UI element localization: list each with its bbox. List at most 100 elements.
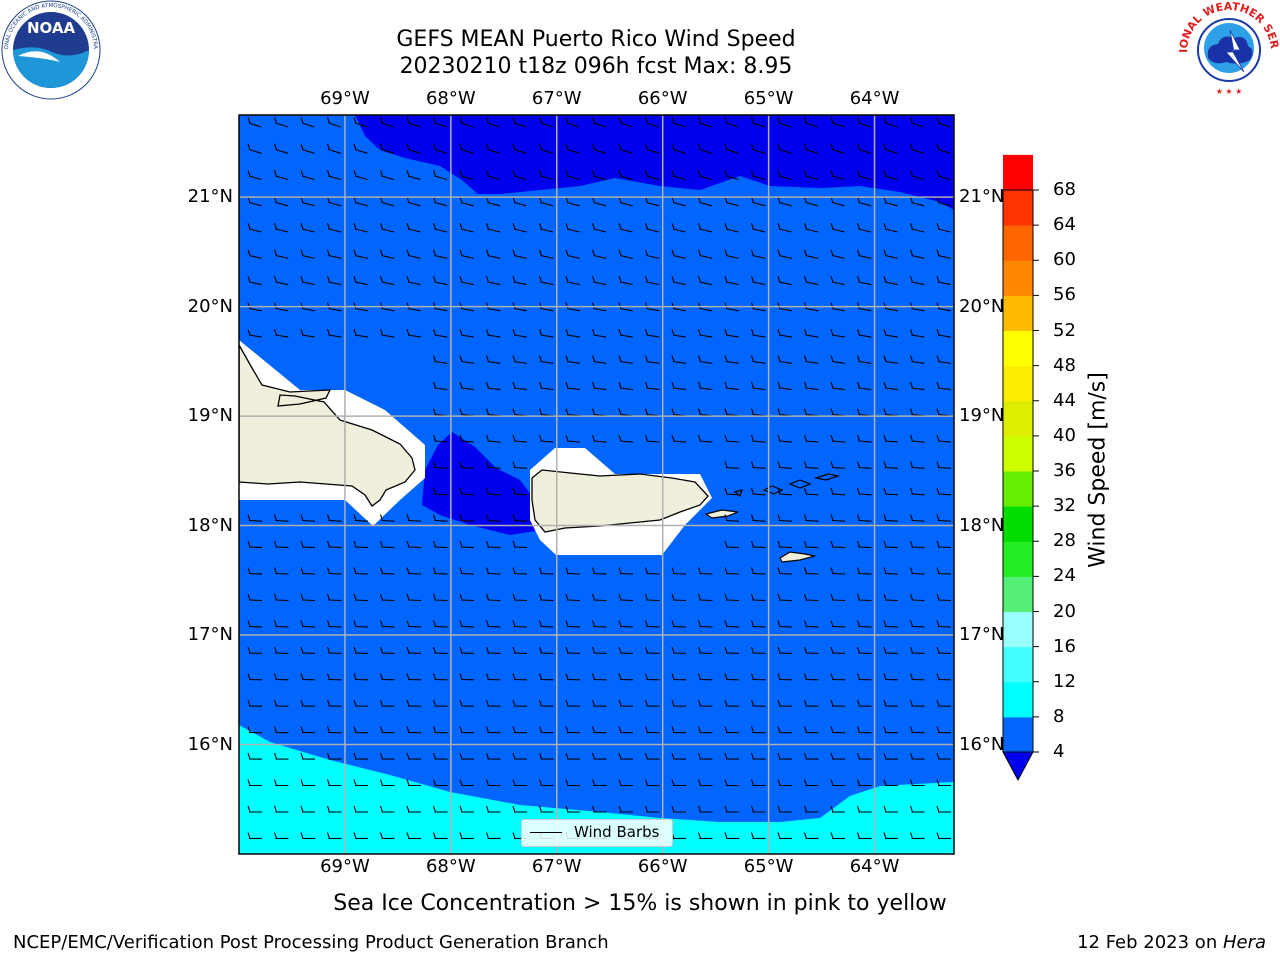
wind-barb bbox=[459, 355, 474, 364]
wind-barb bbox=[803, 514, 819, 522]
wind-barb bbox=[353, 514, 369, 522]
wind-barb bbox=[432, 276, 448, 286]
wind-barb bbox=[671, 567, 687, 575]
wind-barb bbox=[750, 620, 766, 628]
wind-barb bbox=[697, 329, 713, 338]
wind-barb bbox=[830, 302, 845, 312]
wind-barb bbox=[512, 276, 527, 286]
wind-barb bbox=[750, 779, 766, 787]
wind-barb bbox=[512, 567, 528, 575]
wind-barb bbox=[432, 117, 448, 128]
lon-tick-label-top: 64°W bbox=[849, 88, 900, 109]
wind-barb bbox=[512, 223, 527, 233]
wind-barb bbox=[379, 805, 395, 813]
wind-barb bbox=[671, 673, 687, 681]
wind-barb bbox=[909, 355, 925, 364]
wind-barb bbox=[803, 143, 819, 154]
wind-barb bbox=[883, 117, 898, 128]
wind-barb bbox=[485, 673, 501, 681]
wind-barb bbox=[432, 514, 448, 522]
wind-barb bbox=[618, 355, 633, 364]
wind-barb bbox=[618, 673, 634, 681]
wind-barb bbox=[936, 805, 951, 813]
wind-barb bbox=[273, 540, 289, 549]
wind-barb bbox=[724, 779, 739, 787]
wind-barb bbox=[618, 223, 633, 233]
wind-barb bbox=[459, 329, 474, 338]
wind-barb bbox=[724, 752, 740, 760]
wind-barb bbox=[247, 302, 262, 312]
wind-barb bbox=[644, 699, 660, 707]
wind-barb bbox=[618, 434, 634, 443]
wind-barb bbox=[803, 646, 819, 654]
lon-tick-label-bottom: 68°W bbox=[425, 856, 476, 877]
wind-barb bbox=[485, 329, 501, 338]
wind-barb bbox=[273, 567, 289, 575]
wind-barb bbox=[803, 170, 819, 181]
wind-barb bbox=[485, 779, 501, 787]
wind-barb bbox=[406, 726, 422, 734]
wind-barb bbox=[830, 540, 846, 549]
wind-barb bbox=[512, 540, 528, 549]
wind-barb bbox=[459, 540, 475, 549]
wind-barb bbox=[936, 699, 952, 707]
wind-barb bbox=[247, 726, 263, 734]
wind-barb bbox=[644, 673, 660, 681]
wind-barb bbox=[379, 143, 395, 154]
legend: Wind Barbs bbox=[521, 819, 673, 847]
wind-barb bbox=[909, 540, 925, 549]
wind-barb bbox=[803, 593, 819, 602]
wind-barb bbox=[485, 302, 501, 312]
wind-barb bbox=[406, 117, 421, 128]
colorbar bbox=[1002, 154, 1039, 782]
wind-barb bbox=[644, 381, 660, 391]
wind-barb bbox=[909, 752, 925, 760]
wind-barb bbox=[300, 514, 316, 522]
wind-barb bbox=[830, 620, 846, 628]
wind-barb bbox=[777, 514, 793, 522]
wind-barb bbox=[326, 567, 342, 575]
wind-barb bbox=[538, 276, 554, 286]
wind-barb bbox=[326, 143, 342, 154]
wind-barb bbox=[671, 726, 687, 734]
wind-barb bbox=[936, 143, 951, 154]
wind-barb bbox=[936, 329, 951, 338]
wind-barb bbox=[512, 329, 527, 338]
wind-barb bbox=[591, 779, 607, 787]
wind-barb bbox=[459, 461, 475, 469]
wind-barb bbox=[883, 699, 899, 707]
wind-barb bbox=[618, 117, 633, 128]
wind-barb bbox=[697, 567, 713, 575]
wind-barb bbox=[909, 461, 925, 469]
wind-barb bbox=[300, 673, 316, 681]
wind-barb bbox=[883, 223, 898, 233]
wind-barb bbox=[565, 302, 580, 312]
wind-barb bbox=[724, 302, 739, 312]
wind-barb bbox=[565, 779, 580, 787]
wind-barb bbox=[750, 170, 766, 181]
lon-tick-label-bottom: 66°W bbox=[637, 856, 688, 877]
wind-barb bbox=[485, 514, 501, 522]
nws-logo: NATIONAL WEATHER SERVICE ★ ★ ★ bbox=[1178, 0, 1280, 98]
wind-barb bbox=[909, 276, 925, 286]
wind-barb bbox=[273, 646, 289, 654]
wind-barb bbox=[777, 434, 793, 443]
wind-barb bbox=[406, 805, 421, 813]
wind-barb bbox=[856, 143, 872, 154]
wind-barb bbox=[830, 434, 846, 443]
wind-barb bbox=[273, 514, 289, 522]
wind-barb bbox=[909, 143, 925, 154]
wind-barb bbox=[326, 805, 342, 813]
wind-barb bbox=[300, 832, 316, 840]
wind-barb bbox=[565, 143, 580, 154]
wind-barb bbox=[353, 673, 369, 681]
wind-barb bbox=[883, 752, 899, 760]
wind-barb bbox=[273, 302, 289, 312]
wind-barb bbox=[724, 355, 739, 364]
wind-barb bbox=[909, 329, 925, 338]
wind-barb bbox=[830, 249, 845, 259]
wind-barb bbox=[565, 276, 580, 286]
map-subtitle: 20230210 t18z 096h fcst Max: 8.95 bbox=[399, 54, 793, 79]
wind-barb bbox=[565, 223, 580, 233]
wind-barb bbox=[273, 752, 289, 760]
